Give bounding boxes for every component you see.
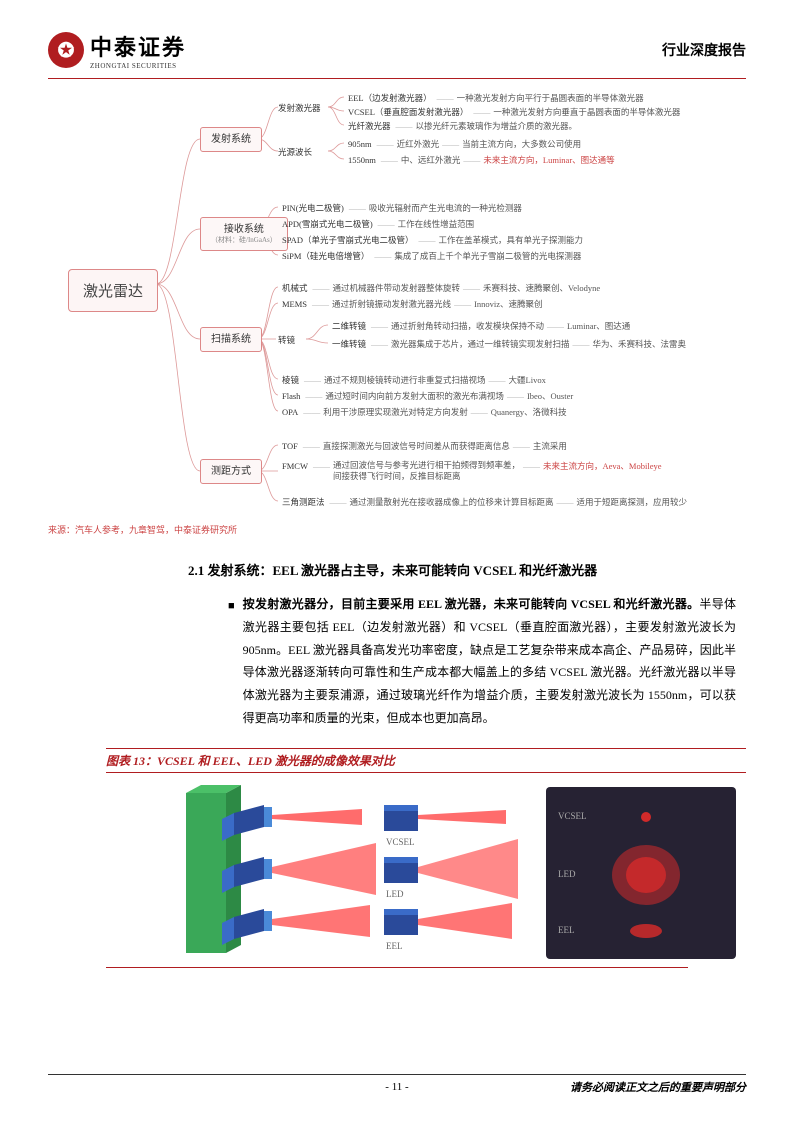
leaf-node: 二维转镜——通过折射角转动扫描，收发模块保持不动——Luminar、图达通 xyxy=(330,320,630,332)
body-bold: 按发射激光器分，目前主要采用 EEL 激光器，未来可能转向 VCSEL 和光纤激… xyxy=(243,597,700,611)
leaf-node: Flash——通过短时间内向前方发射大面积的激光布满视场——Ibeo、Ouste… xyxy=(280,390,573,402)
leaf-node: SPAD（单光子雪崩式光电二极管）——工作在盖革模式，具有单光子探测能力 xyxy=(280,234,583,246)
page-number: - 11 - xyxy=(385,1081,408,1093)
svg-text:LED: LED xyxy=(558,869,576,879)
leaf-node: 三角测距法——通过测量散射光在接收器成像上的位移来计算目标距离——适用于短距离探… xyxy=(280,496,687,508)
category-node: 扫描系统 xyxy=(200,327,262,352)
leaf-node: FMCW——通过回波信号与参考光进行相干拍频得到频率差，间接获得飞行时间，反推目… xyxy=(280,460,662,482)
leaf-node: VCSEL（垂直腔面发射激光器）——一种激光发射方向垂直于晶圆表面的半导体激光器 xyxy=(346,106,680,118)
bullet-icon: ■ xyxy=(228,596,235,730)
body-rest: 半导体激光器主要包括 EEL（边发射激光器）和 VCSEL（垂直腔面激光器），主… xyxy=(243,597,736,725)
leaf-node: 905nm——近红外激光——当前主流方向，大多数公司使用 xyxy=(346,138,581,150)
leaf-node: PIN(光电二极管)——吸收光辐射而产生光电流的一种光检测器 xyxy=(280,202,522,214)
root-node: 激光雷达 xyxy=(68,269,158,312)
category-node: 接收系统（材料：硅/InGaAs） xyxy=(200,217,288,251)
leaf-node: 一维转镜——激光器集成于芯片，通过一维转镜实现发射扫描——华为、禾赛科技、法雷奥 xyxy=(330,338,686,350)
leaf-node: MEMS——通过折射镜振动发射激光器光线——Innoviz、速腾聚创 xyxy=(280,298,543,310)
subgroup-node: 转镜 xyxy=(278,334,295,346)
leaf-node: EEL（边发射激光器）——一种激光发射方向平行于晶圆表面的半导体激光器 xyxy=(346,92,644,104)
logo-icon: ✪ xyxy=(48,32,84,68)
category-node: 发射系统 xyxy=(200,127,262,152)
logo-cn: 中泰证券 xyxy=(90,30,186,62)
diagram-source: 来源：汽车人参考，九章智驾，中泰证券研究所 xyxy=(48,523,746,536)
footer: - 11 - 请务必阅读正文之后的重要声明部分 xyxy=(48,1074,746,1095)
footer-note: 请务必阅读正文之后的重要声明部分 xyxy=(570,1079,746,1095)
figure-comparison: VCSEL LED EEL VCSEL LED EEL xyxy=(106,783,688,968)
svg-text:EEL: EEL xyxy=(558,925,575,935)
logo-en: ZHONGTAI SECURITIES xyxy=(90,62,186,70)
leaf-node: APD(雪崩式光电二极管)——工作在线性增益范围 xyxy=(280,218,474,230)
leaf-node: 1550nm——中、远红外激光——未来主流方向，Luminar、图达通等 xyxy=(346,154,615,166)
category-node: 测距方式 xyxy=(200,459,262,484)
subgroup-node: 发射激光器 xyxy=(278,102,321,114)
body-paragraph: ■ 按发射激光器分，目前主要采用 EEL 激光器，未来可能转向 VCSEL 和光… xyxy=(228,593,736,730)
svg-text:LED: LED xyxy=(386,889,404,899)
leaf-node: SiPM（硅光电倍增管）——集成了成百上千个单光子雪崩二极管的光电探测器 xyxy=(280,250,581,262)
taxonomy-diagram: 激光雷达 发射系统接收系统（材料：硅/InGaAs） 扫描系统测距方式 发射激光器 E… xyxy=(48,89,746,519)
leaf-node: 机械式——通过机械器件带动发射器整体旋转——禾赛科技、速腾聚创、Velodyne xyxy=(280,282,600,294)
divider xyxy=(48,78,746,79)
section-title: 2.1 发射系统：EEL 激光器占主导，未来可能转向 VCSEL 和光纤激光器 xyxy=(188,560,746,579)
figure-title: 图表 13：VCSEL 和 EEL、LED 激光器的成像效果对比 xyxy=(106,748,746,773)
svg-text:VCSEL: VCSEL xyxy=(558,811,587,821)
subgroup-node: 光源波长 xyxy=(278,146,312,158)
logo: ✪ 中泰证券 ZHONGTAI SECURITIES xyxy=(48,30,186,70)
report-type: 行业深度报告 xyxy=(662,40,746,60)
svg-text:EEL: EEL xyxy=(386,941,403,951)
leaf-node: 光纤激光器——以掺光纤元素玻璃作为增益介质的激光器。 xyxy=(346,120,577,132)
leaf-node: OPA——利用干涉原理实现激光对特定方向发射——Quanergy、洛微科技 xyxy=(280,406,567,418)
header: ✪ 中泰证券 ZHONGTAI SECURITIES 行业深度报告 xyxy=(48,30,746,70)
leaf-node: TOF——直接探测激光与回波信号时间差从而获得距离信息——主流采用 xyxy=(280,440,567,452)
svg-text:VCSEL: VCSEL xyxy=(386,837,415,847)
leaf-node: 棱镜——通过不规则棱镜转动进行非重复式扫描视场——大疆Livox xyxy=(280,374,546,386)
